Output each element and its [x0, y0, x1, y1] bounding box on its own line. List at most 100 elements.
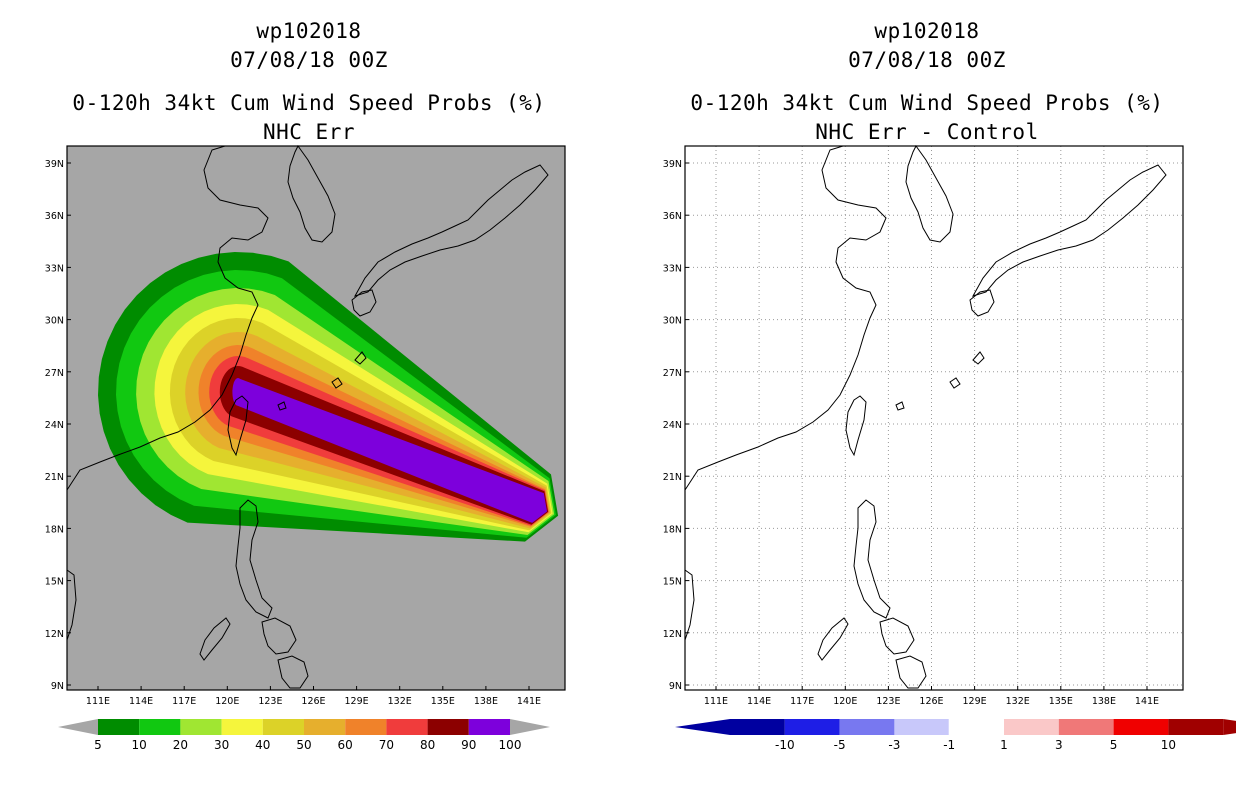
right-coastline [895, 401, 905, 411]
right-lon-label: 123E [876, 696, 900, 707]
right-map: 111E 114E 117E 120E 123E 126E 129E 132E 135E 138E… [663, 145, 1236, 752]
left-lon-label: 117E [172, 696, 196, 707]
right-lon-label: 129E [963, 696, 987, 707]
left-coastline [354, 351, 367, 365]
left-coastline [331, 377, 343, 389]
left-colorbar-label: 10 [132, 738, 147, 752]
left-lat-label: 24N [45, 420, 64, 431]
right-colorbar-swatch [1113, 719, 1169, 735]
right-datetime: 07/08/18 00Z [848, 48, 1006, 72]
right-coastline [684, 569, 695, 641]
right-lat-label: 33N [663, 263, 682, 274]
right-coastline [684, 145, 887, 491]
left-lon-label: 135E [431, 696, 455, 707]
right-lat-label: 30N [663, 316, 682, 327]
right-coastline [972, 351, 985, 365]
left-colorbar-label: 70 [379, 738, 394, 752]
right-lat-label: 39N [663, 159, 682, 170]
left-colorbar-swatch [180, 719, 222, 735]
left-coastline [261, 617, 297, 655]
left-coastline [353, 164, 549, 297]
left-colorbar-label: 5 [94, 738, 102, 752]
left-colorbar-extension-high [510, 719, 550, 735]
left-lat-label: 15N [45, 577, 64, 588]
left-coastline [277, 401, 287, 411]
left-colorbar-label: 90 [461, 738, 476, 752]
right-colorbar-swatch [1168, 719, 1224, 735]
right-lat-label: 12N [663, 629, 682, 640]
left-lon-label: 114E [129, 696, 153, 707]
right-product-title: 0-120h 34kt Cum Wind Speed Probs (%) [690, 91, 1164, 115]
left-datetime: 07/08/18 00Z [230, 48, 388, 72]
right-coastline [949, 377, 961, 389]
right-lat-label: 36N [663, 211, 682, 222]
left-coastline [277, 655, 309, 689]
left-colorbar-label: 50 [296, 738, 311, 752]
left-colorbar-label: 20 [173, 738, 188, 752]
left-colorbar-extension-low [58, 719, 98, 735]
right-lat-label: 15N [663, 577, 682, 588]
left-colorbar-swatch [468, 719, 510, 735]
left-colorbar: 5 10 20 30 40 50 60 70 80 90 100 [58, 719, 550, 752]
right-lon-label: 114E [747, 696, 771, 707]
left-colorbar-swatch [262, 719, 304, 735]
left-lon-label: 138E [474, 696, 498, 707]
left-lat-label: 33N [45, 263, 64, 274]
left-subtitle: NHC Err [262, 120, 355, 144]
left-coastline [66, 145, 269, 491]
right-colorbar-label: 5 [1110, 738, 1118, 752]
right-colorbar-label: -1 [943, 738, 955, 752]
left-panel: wp102018 07/08/18 00Z 0-120h 34kt Cum Wi… [45, 19, 566, 752]
right-coastline [895, 655, 927, 689]
right-colorbar: -10 -5 -3 -1 1 3 5 10 [675, 718, 1236, 752]
left-colorbar-swatch [427, 719, 469, 735]
right-lon-label: 135E [1049, 696, 1073, 707]
left-lon-label: 126E [301, 696, 325, 707]
right-colorbar-label: 10 [1161, 738, 1176, 752]
swath-band-90 [232, 378, 547, 523]
right-colorbar-swatch [948, 718, 1005, 736]
right-storm-id: wp102018 [874, 19, 980, 43]
right-lat-label: 24N [663, 420, 682, 431]
right-colorbar-label: -5 [834, 738, 846, 752]
right-coastline [879, 617, 915, 655]
right-coastline [845, 395, 867, 457]
left-colorbar-swatch [98, 719, 140, 735]
right-map-background [685, 146, 1183, 690]
right-colorbar-label: -10 [775, 738, 795, 752]
left-lat-label: 39N [45, 159, 64, 170]
left-lon-label: 141E [517, 696, 541, 707]
left-colorbar-label: 40 [255, 738, 270, 752]
right-lon-label: 120E [833, 696, 857, 707]
right-colorbar-label: -3 [888, 738, 900, 752]
left-coastline [287, 145, 336, 243]
right-coastline [817, 617, 849, 661]
right-colorbar-swatch [894, 719, 950, 735]
left-lat-label: 21N [45, 472, 64, 483]
right-colorbar-swatch [1004, 719, 1059, 735]
left-colorbar-swatch [345, 719, 387, 735]
left-colorbar-swatch [304, 719, 346, 735]
right-panel: wp102018 07/08/18 00Z 0-120h 34kt Cum Wi… [618, 0, 1236, 800]
right-coastlines [684, 145, 1167, 689]
left-map-border [66, 145, 566, 691]
left-lon-label: 120E [215, 696, 239, 707]
right-colorbar-swatch [784, 719, 840, 735]
right-lon-label: 132E [1006, 696, 1030, 707]
left-map: 111E 114E 117E 120E 123E 126E 129E 132E 135E 138E… [45, 145, 566, 752]
left-coastlines [66, 145, 549, 689]
right-lon-label: 138E [1092, 696, 1116, 707]
left-coastline [235, 499, 273, 619]
left-coastline [66, 569, 77, 641]
left-lat-label: 9N [51, 681, 64, 692]
right-lat-label: 18N [663, 524, 682, 535]
left-lon-label: 111E [86, 696, 110, 707]
left-lat-label: 30N [45, 316, 64, 327]
left-lat-label: 36N [45, 211, 64, 222]
left-lon-label: 123E [258, 696, 282, 707]
right-map-border [684, 145, 1184, 691]
left-coastline [199, 617, 231, 661]
right-lat-label: 9N [669, 681, 682, 692]
left-coastline [351, 289, 377, 317]
left-lon-label: 132E [388, 696, 412, 707]
